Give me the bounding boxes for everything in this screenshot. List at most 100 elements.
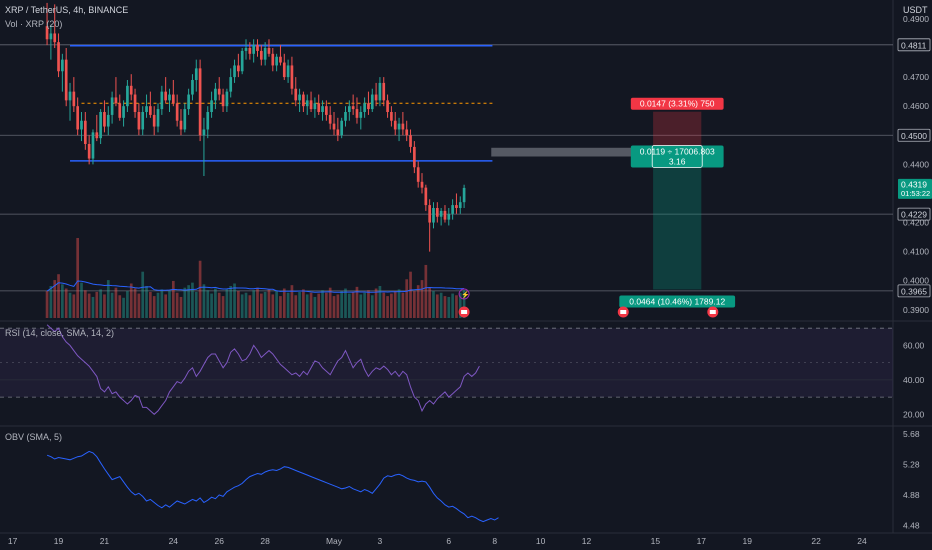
volume-bar <box>164 294 168 318</box>
candle-body <box>187 94 190 110</box>
candle-body <box>302 94 305 107</box>
bar-countdown: 01:53:22 <box>901 189 930 198</box>
volume-bar <box>305 294 309 318</box>
obv-tick-label: 4.88 <box>903 490 920 500</box>
volume-bar <box>432 291 435 318</box>
volume-bar <box>443 296 447 318</box>
candle-body <box>347 106 351 112</box>
candle-body <box>294 88 298 101</box>
candle-body <box>191 80 194 95</box>
obv-tick-label: 5.28 <box>903 459 920 469</box>
time-tick-label: 19 <box>54 536 64 546</box>
volume-bar <box>99 289 102 318</box>
candle-body <box>405 129 409 136</box>
candle-body <box>91 132 95 159</box>
volume-bar <box>259 293 263 318</box>
candle-body <box>237 65 240 72</box>
candle-body <box>263 48 267 60</box>
volume-bar <box>198 260 202 318</box>
stop-loss-label: 0.0147 (3.31%) 750 <box>640 99 715 109</box>
volume-ma-line <box>46 280 465 293</box>
candle-body <box>183 109 187 130</box>
obv-line <box>46 450 499 523</box>
volume-bar <box>221 296 225 318</box>
candle-body <box>390 112 393 121</box>
volume-bar <box>141 271 145 318</box>
volume-bar <box>53 280 57 318</box>
risk-reward-label: 0.0119 ÷ 17006.803 <box>640 146 715 156</box>
candle-body <box>225 91 229 107</box>
price-tick-label: 0.4700 <box>903 72 929 82</box>
volume-bar <box>91 296 95 318</box>
candle-body <box>156 109 160 127</box>
candle-body <box>275 56 278 66</box>
level-tag <box>897 38 931 52</box>
obv-indicator-label: OBV (SMA, 5) <box>5 432 63 442</box>
candle-body <box>397 123 401 130</box>
volume-bar <box>351 291 355 318</box>
price-tick-label: 0.4600 <box>903 101 929 111</box>
volume-bar <box>370 295 374 318</box>
time-tick-label: 17 <box>8 536 18 546</box>
candle-body <box>233 65 236 78</box>
candle-body <box>45 26 49 40</box>
candle-body <box>279 56 282 63</box>
level-tag-text: 0.4229 <box>901 210 927 220</box>
candle-body <box>386 100 389 112</box>
volume-bar <box>49 286 53 318</box>
obv-tick-label: 4.48 <box>903 520 920 530</box>
volume-bar <box>309 292 313 318</box>
volume-bar <box>344 288 347 318</box>
last-price-tag <box>898 178 932 199</box>
volume-bar <box>175 292 179 318</box>
volume-bar <box>214 288 217 318</box>
price-tick-label: 0.4100 <box>903 247 929 257</box>
volume-bar <box>416 285 420 318</box>
rsi-tick-label: 60.00 <box>903 340 925 350</box>
take-profit-label: 0.0464 (10.46%) 1789.12 <box>629 296 725 306</box>
price-tick-label: 0.4900 <box>903 14 929 24</box>
volume-bar <box>462 290 466 318</box>
volume-bar <box>122 297 125 318</box>
volume-bar <box>217 292 221 318</box>
candle-body <box>248 48 252 54</box>
candle-body <box>309 100 313 110</box>
volume-bar <box>64 288 68 318</box>
candle-body <box>103 112 106 127</box>
volume-bar <box>187 285 190 318</box>
flag-stripe <box>620 310 627 314</box>
volume-bar <box>328 287 332 318</box>
level-tag <box>897 284 931 298</box>
candle-body <box>110 97 114 115</box>
volume-bar <box>126 291 129 318</box>
volume-bar <box>409 271 412 318</box>
candle-body <box>210 100 213 112</box>
volume-bar <box>386 296 389 318</box>
candle-body <box>336 129 340 136</box>
candle-body <box>114 97 118 104</box>
time-tick-label: 24 <box>169 536 179 546</box>
volume-bar <box>103 294 106 318</box>
candle-body <box>171 94 175 104</box>
currency-label: USDT <box>903 5 928 15</box>
volume-bar <box>336 294 340 318</box>
stop-loss-label-box <box>630 97 724 110</box>
volume-bar <box>390 293 393 318</box>
candle-body <box>137 112 141 130</box>
volume-bar <box>298 291 301 318</box>
volume-bar <box>401 292 405 318</box>
candle-body <box>401 123 405 130</box>
volume-bar <box>168 291 171 318</box>
candle-body <box>87 144 91 159</box>
risk-reward-label-box <box>630 145 724 168</box>
candle-body <box>321 106 324 112</box>
candle-body <box>256 45 259 51</box>
candle-body <box>290 65 294 89</box>
volume-bar <box>202 284 206 318</box>
volume-bar <box>447 296 451 318</box>
candle-body <box>424 187 428 206</box>
candle-body <box>179 120 183 130</box>
volume-bar <box>110 292 114 318</box>
volume-bar <box>317 293 321 318</box>
